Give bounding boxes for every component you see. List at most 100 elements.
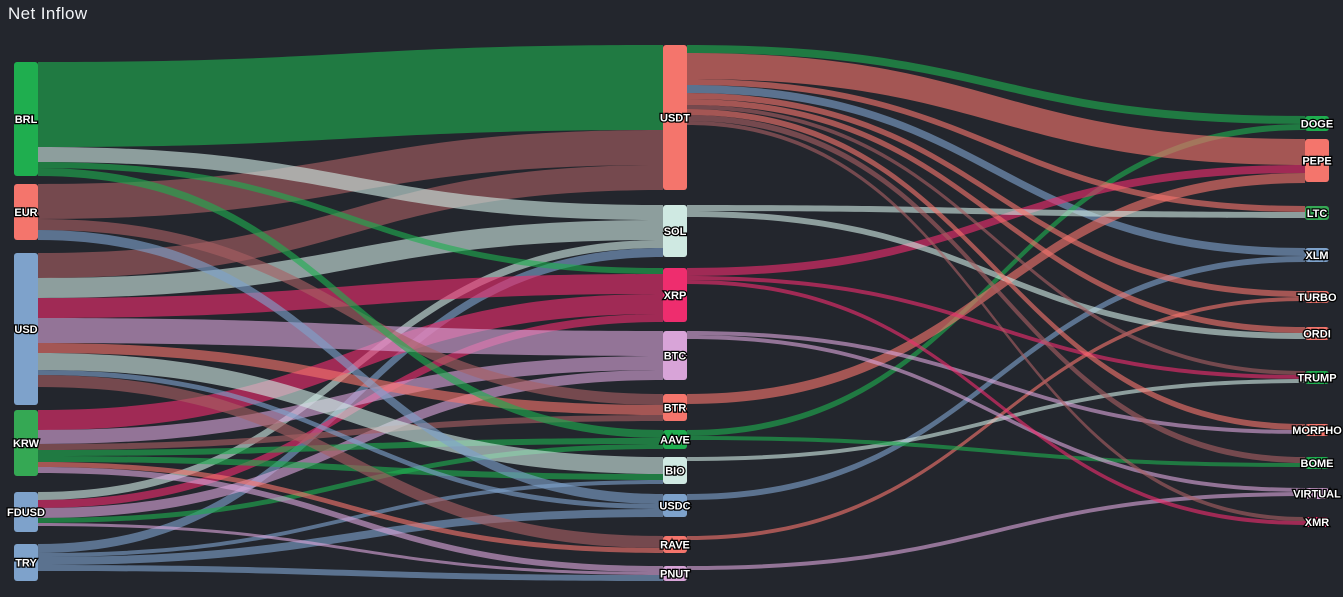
sankey-node-SOL[interactable]	[663, 205, 687, 257]
sankey-link-XRP-XMR[interactable]	[687, 280, 1305, 525]
sankey-node-label-BTC: BTC	[664, 351, 687, 363]
sankey-node-TURBO[interactable]	[1305, 291, 1329, 303]
sankey-node-VIRTUAL[interactable]	[1305, 488, 1329, 499]
sankey-node-USDC[interactable]	[663, 494, 687, 517]
sankey-node-label-PNUT: PNUT	[660, 569, 690, 581]
sankey-link-SOL-LTC[interactable]	[687, 205, 1305, 218]
sankey-link-KRW-PNUT[interactable]	[38, 467, 663, 572]
sankey-link-SOL-ORDI[interactable]	[687, 211, 1305, 339]
sankey-node-USD[interactable]	[14, 253, 38, 405]
sankey-link-USDT-DOGE[interactable]	[687, 45, 1305, 124]
sankey-node-label-AAVE: AAVE	[660, 435, 690, 447]
sankey-node-label-BTR: BTR	[664, 403, 687, 415]
sankey-node-label-BOME: BOME	[1301, 458, 1334, 470]
sankey-link-FDUSD-AAVE[interactable]	[38, 444, 663, 523]
sankey-link-USDT-TRUMP[interactable]	[687, 105, 1305, 375]
sankey-node-ORDI[interactable]	[1305, 327, 1329, 340]
sankey-node-label-SOL: SOL	[664, 226, 687, 238]
sankey-node-XMR[interactable]	[1305, 517, 1329, 527]
sankey-node-label-BIO: BIO	[665, 466, 685, 478]
sankey-node-RAVE[interactable]	[663, 536, 687, 553]
sankey-node-TRY[interactable]	[14, 544, 38, 581]
sankey-link-KRW-BTR[interactable]	[38, 415, 663, 450]
sankey-node-label-PEPE: PEPE	[1302, 156, 1331, 168]
sankey-link-XRP-TRUMP[interactable]	[687, 276, 1305, 379]
sankey-link-XRP-PEPE[interactable]	[687, 165, 1305, 276]
sankey-node-XLM[interactable]	[1305, 248, 1329, 262]
sankey-node-BTC[interactable]	[663, 331, 687, 380]
sankey-link-AAVE-DOGE[interactable]	[687, 124, 1305, 436]
sankey-link-USD-SOL[interactable]	[38, 220, 663, 298]
sankey-node-label-KRW: KRW	[13, 438, 40, 450]
sankey-node-label-FDUSD: FDUSD	[7, 507, 45, 519]
sankey-node-FDUSD[interactable]	[14, 492, 38, 532]
sankey-link-EUR-USDC[interactable]	[38, 230, 663, 504]
sankey-node-label-USDT: USDT	[660, 113, 690, 125]
sankey-link-USD-BTC[interactable]	[38, 318, 663, 356]
sankey-node-label-USD: USD	[14, 324, 37, 336]
sankey-link-USDT-LTC[interactable]	[687, 79, 1305, 212]
sankey-link-USDT-BOME[interactable]	[687, 115, 1305, 463]
sankey-node-PNUT[interactable]	[663, 566, 687, 581]
sankey-link-PNUT-VIRTUAL[interactable]	[687, 492, 1305, 570]
sankey-node-BIO[interactable]	[663, 457, 687, 484]
sankey-node-label-XRP: XRP	[664, 290, 687, 302]
sankey-node-LTC[interactable]	[1305, 206, 1329, 220]
sankey-link-BTC-MORPHO[interactable]	[687, 331, 1305, 434]
page-title: Net Inflow	[8, 4, 88, 23]
sankey-node-label-TURBO: TURBO	[1297, 292, 1337, 304]
sankey-node-label-TRY: TRY	[15, 558, 37, 570]
sankey-node-label-RAVE: RAVE	[660, 540, 690, 552]
sankey-link-USD-BTR[interactable]	[38, 343, 663, 415]
sankey-link-USDT-PEPE[interactable]	[687, 53, 1305, 165]
sankey-node-BOME[interactable]	[1305, 457, 1329, 469]
sankey-link-USD-BIO[interactable]	[38, 353, 663, 474]
sankey-node-label-USDC: USDC	[659, 501, 690, 513]
sankey-node-label-XMR: XMR	[1305, 517, 1330, 529]
sankey-node-USDT[interactable]	[663, 45, 687, 190]
sankey-node-AAVE[interactable]	[663, 430, 687, 449]
sankey-link-BRL-XRP[interactable]	[38, 162, 663, 274]
sankey-node-PEPE[interactable]	[1305, 139, 1329, 182]
sankey-link-BRL-SOL[interactable]	[38, 147, 663, 220]
sankey-node-label-XLM: XLM	[1305, 250, 1328, 262]
sankey-link-USDT-XLM[interactable]	[687, 85, 1305, 256]
sankey-link-BTC-VIRTUAL[interactable]	[687, 335, 1305, 492]
sankey-link-KRW-RAVE[interactable]	[38, 462, 663, 553]
sankey-link-EUR-BTR[interactable]	[38, 219, 663, 405]
sankey-node-label-DOGE: DOGE	[1301, 119, 1333, 131]
sankey-link-BRL-USDT[interactable]	[38, 45, 663, 147]
sankey-node-label-ORDI: ORDI	[1303, 329, 1331, 341]
sankey-link-USD-USDT[interactable]	[38, 165, 663, 278]
sankey-link-TRY-PNUT[interactable]	[38, 565, 663, 581]
sankey-link-USDT-MORPHO[interactable]	[687, 109, 1305, 430]
sankey-link-BIO-TRUMP[interactable]	[687, 379, 1305, 461]
sankey-link-USDT-TURBO[interactable]	[687, 93, 1305, 297]
sankey-link-USDC-XLM[interactable]	[687, 256, 1305, 500]
sankey-node-EUR[interactable]	[14, 184, 38, 240]
sankey-node-label-MORPHO: MORPHO	[1292, 425, 1342, 437]
sankey-node-label-VIRTUAL: VIRTUAL	[1293, 489, 1341, 501]
sankey-link-USD-XRP[interactable]	[38, 274, 663, 318]
sankey-link-USDT-XMR[interactable]	[687, 121, 1305, 521]
sankey-node-label-LTC: LTC	[1307, 208, 1328, 220]
sankey-node-BRL[interactable]	[14, 62, 38, 176]
sankey-node-label-TRUMP: TRUMP	[1297, 373, 1336, 385]
sankey-node-MORPHO[interactable]	[1305, 424, 1329, 436]
sankey-node-KRW[interactable]	[14, 410, 38, 476]
sankey-link-KRW-AAVE[interactable]	[38, 438, 663, 456]
sankey-link-USD-RAVE[interactable]	[38, 375, 663, 548]
sankey-node-BTR[interactable]	[663, 394, 687, 421]
sankey-link-USDT-ORDI[interactable]	[687, 99, 1305, 333]
sankey-link-TRY-USDC[interactable]	[38, 509, 663, 565]
sankey-link-USD-USDC[interactable]	[38, 370, 663, 509]
sankey-link-AAVE-BOME[interactable]	[687, 436, 1305, 467]
sankey-link-BRL-AAVE[interactable]	[38, 168, 663, 438]
sankey-node-label-BRL: BRL	[15, 114, 38, 126]
sankey-link-FDUSD-PNUT[interactable]	[38, 523, 663, 575]
sankey-link-KRW-BTC[interactable]	[38, 356, 663, 444]
sankey-node-TRUMP[interactable]	[1305, 371, 1329, 384]
sankey-node-DOGE[interactable]	[1305, 116, 1329, 131]
sankey-node-XRP[interactable]	[663, 268, 687, 322]
